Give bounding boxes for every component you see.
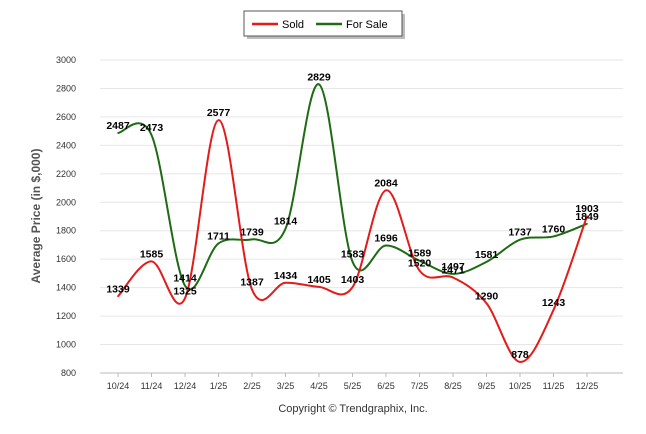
data-label-sold: 1403 — [341, 274, 365, 286]
data-label-sold: 1387 — [240, 276, 264, 288]
x-tick-label: 2/25 — [243, 381, 261, 391]
x-tick-label: 10/25 — [509, 381, 532, 391]
y-tick-label: 1200 — [56, 311, 76, 321]
x-tick-label: 7/25 — [411, 381, 429, 391]
data-label-sold: 1405 — [307, 274, 331, 286]
data-label-for-sale: 2473 — [140, 122, 164, 134]
series-line-sold — [117, 119, 588, 363]
data-label-sold: 1325 — [173, 285, 197, 297]
data-label-for-sale: 1497 — [441, 261, 465, 273]
data-label-for-sale: 1696 — [374, 233, 398, 245]
x-tick-label: 5/25 — [344, 381, 362, 391]
data-point-sold — [452, 276, 454, 279]
data-point-for-sale — [318, 83, 320, 86]
x-tick-label: 11/24 — [141, 381, 163, 391]
data-point-sold — [117, 295, 119, 298]
data-label-for-sale: 1589 — [408, 248, 432, 260]
y-tick-label: 2400 — [56, 140, 76, 150]
data-label-sold: 1339 — [106, 283, 130, 295]
data-point-sold — [318, 286, 320, 288]
data-label-sold: 878 — [511, 349, 529, 361]
data-label-for-sale: 1760 — [542, 223, 566, 235]
x-tick-label: 8/25 — [444, 381, 462, 391]
data-label-for-sale: 1711 — [207, 230, 230, 242]
data-point-for-sale — [485, 261, 488, 263]
y-axis-ticks: 800 1000 1200 1400 1600 1800 2000 2200 2400 2600 2… — [56, 55, 76, 378]
data-point-sold — [519, 361, 521, 363]
data-label-sold: 1585 — [140, 248, 164, 260]
data-point-for-sale — [552, 235, 555, 238]
y-tick-label: 2200 — [56, 169, 76, 179]
data-point-for-sale — [251, 238, 253, 241]
data-label-for-sale: 1581 — [475, 249, 499, 261]
data-label-sold: 1243 — [542, 297, 566, 309]
data-label-for-sale: 1739 — [240, 226, 264, 238]
data-label-for-sale: 1814 — [274, 216, 298, 228]
y-tick-label: 1600 — [56, 254, 76, 264]
data-label-sold: 2577 — [207, 107, 231, 119]
x-axis-ticks: 10/24 11/24 12/24 1/25 2/25 3/25 4/25 5/25 6/25 7… — [107, 373, 599, 391]
x-tick-label: 4/25 — [310, 381, 328, 391]
data-label-for-sale: 2829 — [307, 71, 331, 83]
y-tick-label: 3000 — [56, 55, 76, 65]
data-point-sold — [251, 288, 253, 291]
legend-forsale-label: For Sale — [346, 19, 388, 31]
grid — [100, 59, 623, 374]
y-axis-title: Average Price (in $,000) — [29, 149, 43, 284]
y-tick-label: 1000 — [56, 340, 76, 350]
x-tick-label: 9/25 — [478, 381, 496, 391]
data-label-for-sale: 1583 — [341, 249, 365, 261]
data-point-sold — [418, 269, 421, 272]
x-tick-label: 1/25 — [210, 381, 228, 391]
data-point-sold — [385, 189, 387, 192]
data-point-for-sale — [117, 132, 119, 134]
data-label-sold: 1903 — [575, 203, 599, 215]
data-point-sold — [552, 309, 555, 311]
data-labels: 1339 1585 1325 2577 1387 1434 1405 1403 2084 1520… — [106, 71, 599, 361]
series-lines — [117, 83, 588, 363]
data-label-sold: 1290 — [475, 290, 499, 302]
data-point-for-sale — [217, 242, 220, 245]
data-point-for-sale — [519, 238, 521, 241]
x-tick-label: 10/24 — [107, 381, 130, 391]
x-tick-label: 12/25 — [576, 381, 599, 391]
x-tick-label: 11/25 — [543, 381, 565, 391]
data-label-sold: 1434 — [274, 270, 298, 282]
x-tick-label: 3/25 — [277, 381, 295, 391]
data-label-sold: 2084 — [374, 177, 398, 189]
y-tick-label: 2000 — [56, 197, 76, 207]
data-point-for-sale — [284, 227, 287, 230]
data-label-sold: 1520 — [408, 258, 432, 270]
data-point-sold — [184, 297, 186, 300]
data-point-for-sale — [184, 284, 186, 287]
data-label-for-sale: 1414 — [173, 273, 197, 285]
y-tick-label: 2600 — [56, 112, 76, 122]
data-point-sold — [485, 302, 488, 305]
data-point-sold — [586, 215, 588, 217]
data-label-sold: 1471 — [441, 265, 465, 277]
copyright-credit: Copyright © Trendgraphix, Inc. — [278, 403, 427, 415]
data-point-for-sale — [150, 134, 153, 136]
y-tick-label: 2800 — [56, 83, 76, 93]
data-point-sold — [351, 286, 354, 289]
data-point-for-sale — [351, 260, 354, 263]
data-point-sold — [217, 119, 220, 121]
x-tick-label: 12/24 — [174, 381, 197, 391]
legend: Sold For Sale — [243, 10, 405, 39]
data-point-sold — [150, 260, 153, 263]
y-tick-label: 800 — [61, 368, 76, 378]
data-label-for-sale: 1849 — [575, 211, 599, 223]
data-point-for-sale — [385, 244, 387, 247]
y-tick-label: 1800 — [56, 226, 76, 236]
data-label-for-sale: 2487 — [106, 120, 130, 132]
legend-sold-label: Sold — [282, 19, 304, 31]
y-tick-label: 1400 — [56, 283, 76, 293]
data-point-for-sale — [452, 273, 454, 275]
data-label-for-sale: 1737 — [508, 227, 532, 239]
data-point-for-sale — [418, 259, 421, 262]
data-point-for-sale — [586, 222, 588, 225]
data-point-sold — [284, 281, 287, 284]
x-tick-label: 6/25 — [377, 381, 395, 391]
